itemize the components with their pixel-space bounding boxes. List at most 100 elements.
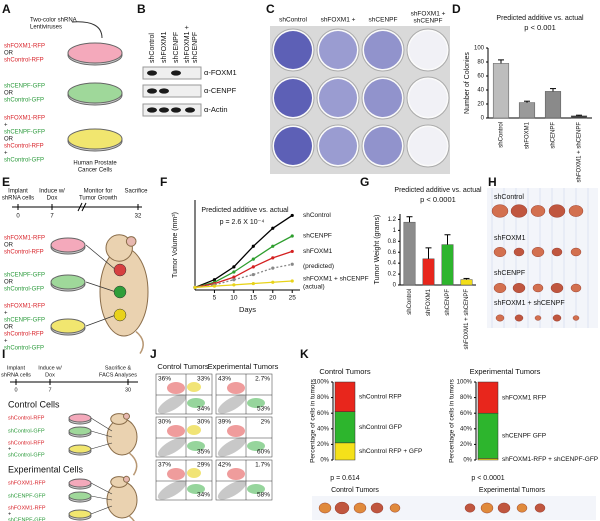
y-tick-label: 1	[393, 228, 397, 234]
cloud-green	[247, 484, 265, 494]
photo-label: shCENPF	[494, 270, 525, 277]
y-tick-label: 40%	[460, 426, 473, 432]
panel-letter: J	[150, 347, 157, 361]
tumor	[551, 247, 563, 257]
construct-label: +	[4, 311, 8, 317]
point	[271, 256, 275, 260]
gate-percent: 34%	[197, 406, 210, 413]
y-axis-label: Number of Colonies	[464, 52, 471, 114]
band	[147, 70, 157, 76]
cloud-gray	[157, 394, 187, 414]
cloud-green	[187, 484, 205, 494]
y-tick-label: 60%	[460, 411, 473, 417]
line	[194, 280, 293, 289]
construct-label: shCENPF-GFP	[4, 84, 45, 90]
gate-percent: 35%	[197, 449, 210, 456]
line	[194, 214, 293, 289]
panel-letter: F	[160, 175, 167, 189]
label: Two-color shRNA	[30, 18, 77, 24]
photo-label: Experimental Tumors	[479, 487, 546, 494]
colonies	[364, 127, 402, 165]
y-axis-label: Percentage of cells in tumors	[310, 378, 317, 463]
cloud-yellow	[187, 425, 201, 435]
band	[171, 107, 181, 113]
tumor	[532, 283, 544, 293]
dish	[67, 42, 123, 64]
photo-label: shFOXM1 + shCENPF	[494, 300, 565, 307]
legend-label: (actual)	[303, 284, 325, 291]
p-value: p < 0.0001	[471, 475, 504, 482]
tumor	[113, 308, 127, 322]
chart-title: Predicted additive vs. actual	[394, 187, 482, 194]
colonies	[274, 31, 312, 69]
label: 30	[125, 387, 131, 393]
y-tick-label: 80%	[460, 395, 473, 401]
y-axis-label: Tumor Weight (grams)	[374, 215, 381, 285]
legend-label: shControl RFP	[359, 394, 402, 401]
legend-label: shCENPF	[303, 233, 332, 240]
cloud-red	[167, 382, 185, 394]
tumor	[510, 204, 528, 218]
x-tick-label: 10	[230, 295, 238, 302]
y-tick-label: 1.2	[388, 217, 397, 223]
well	[406, 76, 450, 120]
tumor	[516, 503, 528, 513]
y-tick-label: 0%	[320, 458, 329, 464]
label: Monitor for	[84, 189, 113, 195]
construct-label: +	[8, 446, 11, 452]
gate-percent: 30%	[197, 419, 210, 426]
tumor	[389, 503, 401, 513]
label: 7	[48, 387, 51, 393]
arrow	[90, 505, 113, 515]
chart-title: Predicted additive vs. actual	[496, 15, 584, 22]
p-value: p = 0.614	[330, 475, 359, 482]
y-tick-label: 80%	[317, 395, 330, 401]
bar	[422, 258, 435, 286]
tumor	[514, 314, 524, 322]
colonies	[274, 127, 312, 165]
panel-letter: H	[488, 175, 497, 189]
y-tick-label: 40	[477, 88, 484, 94]
blot-label: α-CENPF	[204, 86, 237, 95]
construct-label: OR	[4, 51, 14, 57]
band	[159, 88, 169, 94]
construct-label: shControl-RFP	[4, 250, 44, 256]
gate-percent: 58%	[257, 492, 270, 499]
construct-label: shControl-GFP	[4, 346, 44, 352]
construct-label: shFOXM1-RFP	[8, 505, 46, 511]
x-tick-label: shCENPF	[551, 122, 557, 149]
construct-label: shControl-RFP	[4, 58, 44, 64]
y-tick-label: 0.6	[388, 250, 397, 256]
x-tick-label: 5	[213, 295, 217, 302]
tumor	[113, 285, 127, 299]
column-title: Experimental Tumors	[208, 362, 279, 371]
cloud-yellow	[187, 382, 201, 392]
well	[406, 28, 450, 72]
lane-label: shFOXM1 +	[184, 25, 191, 63]
gate-percent: 33%	[197, 376, 210, 383]
construct-label: shFOXM1-RFP	[8, 480, 46, 486]
colonies	[319, 79, 357, 117]
dish	[50, 274, 86, 290]
tumor	[572, 315, 580, 321]
tumor	[568, 205, 584, 217]
y-tick-label: 20%	[460, 442, 473, 448]
construct-label: shFOXM1-RFP	[4, 116, 45, 122]
point	[251, 244, 255, 248]
point	[251, 257, 255, 261]
dish	[68, 491, 92, 501]
band	[159, 107, 169, 113]
dish	[50, 318, 86, 334]
mouse-tail	[129, 515, 135, 521]
construct-label: OR	[4, 243, 14, 249]
legend-label: shControl RFP + GFP	[359, 448, 422, 455]
point	[232, 278, 236, 282]
chart-title: Control Tumors	[319, 367, 371, 376]
dish	[50, 237, 86, 253]
dish	[67, 128, 123, 150]
colonies	[409, 79, 447, 117]
mouse-tail	[129, 452, 138, 476]
construct-label: shFOXM1-RFP	[4, 44, 45, 50]
tumor	[495, 314, 505, 322]
mouse-head	[105, 234, 133, 262]
